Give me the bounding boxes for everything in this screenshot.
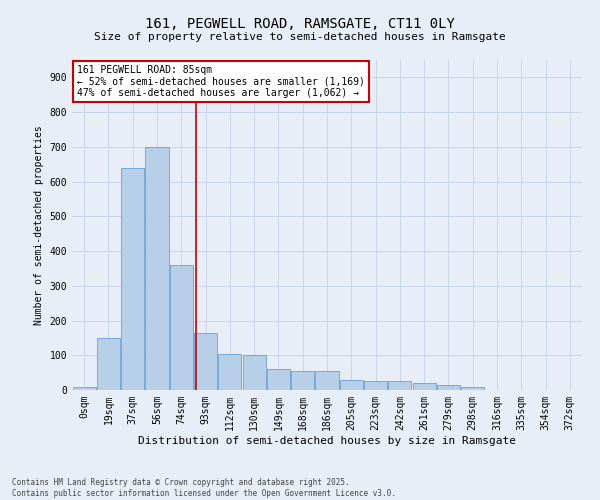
Bar [437,386,460,390]
Bar [316,371,338,390]
Text: Contains HM Land Registry data © Crown copyright and database right 2025.
Contai: Contains HM Land Registry data © Crown c… [12,478,396,498]
Bar [145,147,169,390]
Bar [291,371,314,390]
Text: 161, PEGWELL ROAD, RAMSGATE, CT11 0LY: 161, PEGWELL ROAD, RAMSGATE, CT11 0LY [145,18,455,32]
X-axis label: Distribution of semi-detached houses by size in Ramsgate: Distribution of semi-detached houses by … [138,436,516,446]
Text: 161 PEGWELL ROAD: 85sqm
← 52% of semi-detached houses are smaller (1,169)
47% of: 161 PEGWELL ROAD: 85sqm ← 52% of semi-de… [77,65,365,98]
Bar [388,382,412,390]
Bar [364,382,387,390]
Y-axis label: Number of semi-detached properties: Number of semi-detached properties [34,125,44,325]
Bar [461,387,484,390]
Bar [73,386,95,390]
Bar [170,265,193,390]
Bar [218,354,241,390]
Bar [242,356,266,390]
Bar [121,168,144,390]
Bar [413,383,436,390]
Bar [194,332,217,390]
Bar [97,338,120,390]
Bar [340,380,363,390]
Text: Size of property relative to semi-detached houses in Ramsgate: Size of property relative to semi-detach… [94,32,506,42]
Bar [267,369,290,390]
